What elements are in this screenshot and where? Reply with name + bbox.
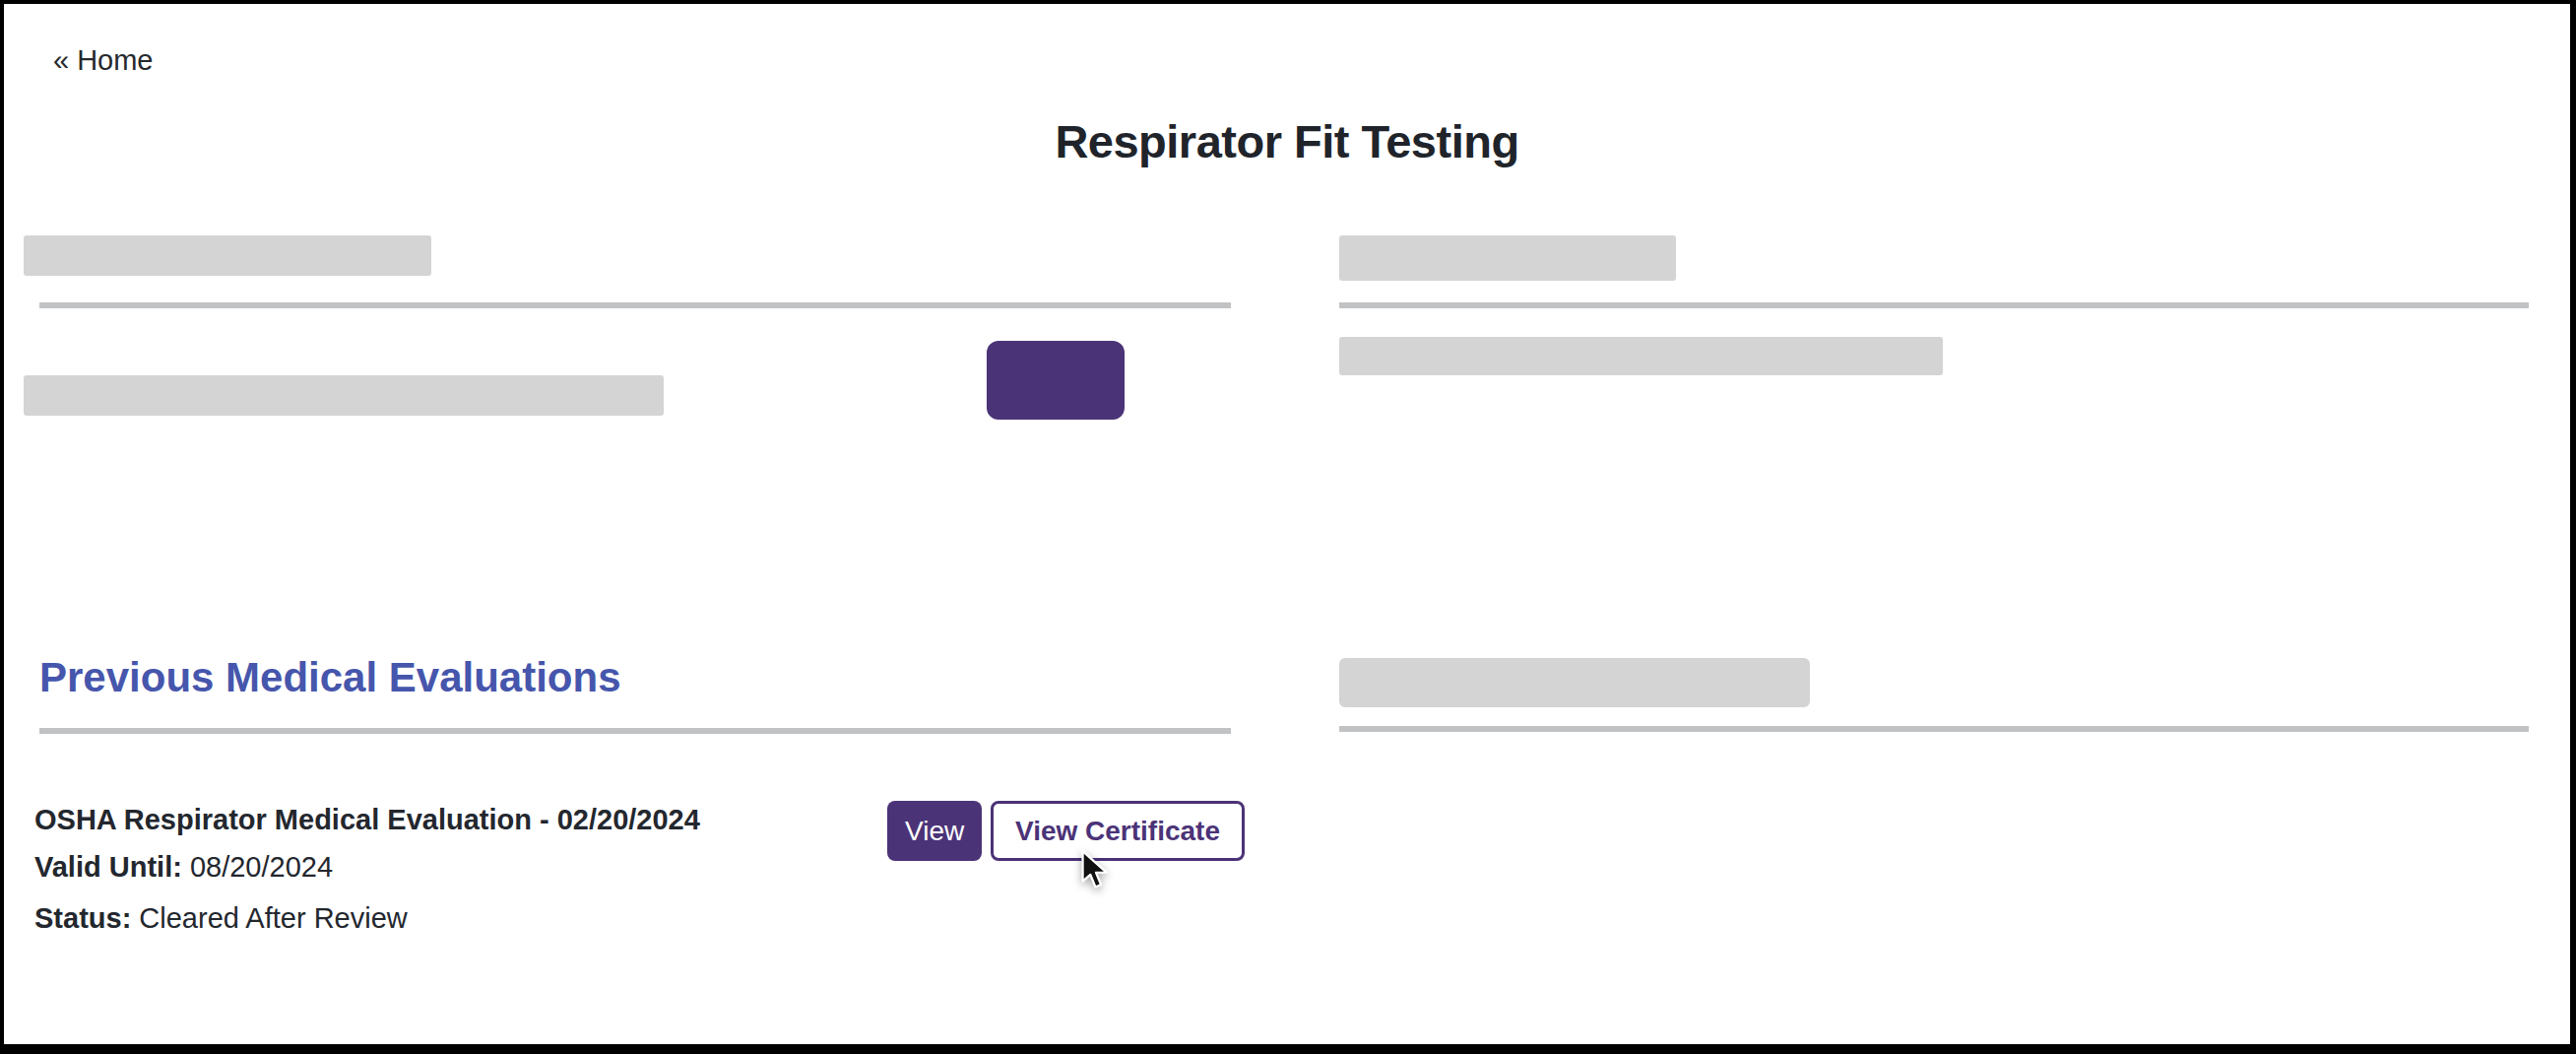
placeholder-bar-right-1 — [1339, 235, 1676, 281]
previous-evaluations-heading: Previous Medical Evaluations — [39, 654, 621, 701]
divider-right-top — [1339, 302, 2529, 308]
status-value: Cleared After Review — [139, 902, 407, 934]
valid-until-label: Valid Until: — [34, 851, 182, 883]
back-chevron-icon: « — [53, 44, 69, 76]
status-line: Status: Cleared After Review — [34, 902, 408, 935]
evaluation-title: OSHA Respirator Medical Evaluation - 02/… — [34, 804, 700, 836]
divider-previous-evaluations — [39, 728, 1231, 734]
view-button[interactable]: View — [887, 801, 982, 861]
placeholder-bar-right-3 — [1339, 658, 1810, 707]
valid-until-line: Valid Until: 08/20/2024 — [34, 851, 333, 884]
view-certificate-button[interactable]: View Certificate — [991, 801, 1245, 861]
valid-until-value: 08/20/2024 — [190, 851, 333, 883]
status-label: Status: — [34, 902, 131, 934]
page-title: Respirator Fit Testing — [4, 114, 2570, 168]
placeholder-bar-left-2 — [24, 375, 664, 416]
placeholder-bar-left-1 — [24, 235, 431, 276]
placeholder-bar-right-2 — [1339, 337, 1943, 375]
redacted-primary-button[interactable] — [987, 341, 1125, 420]
home-link[interactable]: «Home — [53, 43, 154, 77]
home-link-label: Home — [77, 44, 153, 76]
divider-right-bottom — [1339, 726, 2529, 732]
divider-left-top — [39, 302, 1231, 308]
respirator-fit-testing-page: «Home Respirator Fit Testing Previous Me… — [0, 0, 2576, 1054]
